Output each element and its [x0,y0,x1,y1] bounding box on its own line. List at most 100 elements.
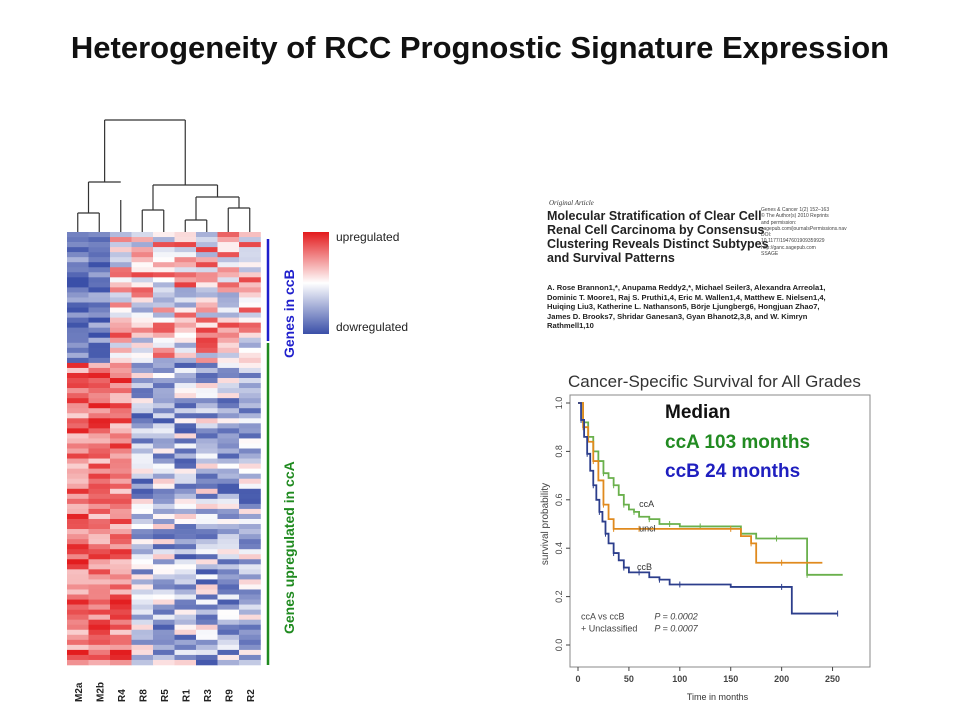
heatmap-cell [88,337,111,344]
heatmap-cell [88,539,111,545]
heatmap-cell [88,579,111,585]
heatmap-cell [239,579,261,585]
heatmap-cell [239,659,261,666]
heatmap-cell [196,639,218,646]
heatmap-cell [131,357,154,364]
heatmap-cell [131,478,154,485]
heatmap-cell [67,277,89,283]
heatmap-cell [110,458,132,464]
heatmap-cell [110,624,132,631]
heatmap-cell [131,584,154,590]
heatmap-cell [110,569,132,575]
heatmap-cell [110,529,132,535]
heatmap-cell [174,428,197,434]
heatmap-cell [196,549,218,555]
series-line-ccB [578,402,838,615]
heatmap-cell [67,478,89,485]
heatmap-cell [67,518,89,525]
heatmap-cell [153,378,175,384]
heatmap-cell [153,312,175,318]
heatmap-cell [196,337,218,344]
heatmap-cell [174,634,197,641]
heatmap-cell [196,327,218,333]
heatmap-cell [131,654,154,661]
heatmap-cell [153,529,175,535]
heatmap-cell [131,524,154,530]
heatmap-cell [217,443,240,449]
heatmap-cell [110,599,132,605]
heatmap-cell [217,529,240,535]
heatmap-cell [196,393,218,399]
x-tick-label: 200 [774,674,789,684]
median-heading: Median [665,402,731,423]
heatmap-cell [239,438,261,444]
heatmap-cell [88,549,111,555]
heatmap-cell [196,272,218,278]
heatmap-cell [217,584,240,590]
heatmap-cell [153,468,175,474]
heatmap-cell [174,252,197,258]
heatmap-cell [239,574,261,580]
heatmap-cell [196,649,218,656]
heatmap-cell [110,508,132,515]
heatmap-cell [88,272,111,278]
heatmap-cell [196,237,218,243]
heatmap-cell [217,503,240,510]
heatmap-cell [196,312,218,318]
median-ccA: ccA 103 months [665,432,811,453]
heatmap-cell [88,614,111,620]
heatmap-cell [110,357,132,364]
survival-chart: Cancer-Specific Survival for All Grades … [540,372,871,702]
heatmap-cell [131,257,154,263]
heatmap-cell [67,282,89,288]
heatmap-cell [196,302,218,308]
heatmap-cell [217,418,240,424]
heatmap-column-label: R2 [246,689,257,702]
heatmap-cell [88,327,111,333]
heatmap-cell [88,383,111,389]
heatmap-cell [239,347,261,354]
heatmap-cell [153,654,175,661]
heatmap-cell [196,262,218,268]
heatmap-cell [217,237,240,243]
heatmap-cell [174,403,197,409]
heatmap-cell [153,393,175,399]
heatmap-cell [67,307,89,313]
heatmap-cell [174,342,197,349]
heatmap-cell [239,292,261,298]
heatmap-cell [88,367,111,374]
heatmap-cell [88,372,111,379]
heatmap-cell [110,498,132,505]
heatmap-cell [153,559,175,565]
heatmap-cell [153,599,175,605]
heatmap-cell [88,413,111,419]
heatmap-cell [131,458,154,464]
heatmap-cell [67,393,89,399]
heatmap-cell [131,564,154,570]
heatmap-cell [174,659,197,666]
heatmap-cell [217,488,240,495]
heatmap-cell [153,614,175,620]
heatmap-cell [131,297,154,303]
heatmap-cell [110,418,132,424]
heatmap-cell [131,398,154,404]
heatmap-cell [131,599,154,605]
x-tick-label: 100 [672,674,687,684]
heatmap-cell [196,347,218,354]
heatmap-cell [239,473,261,480]
heatmap-cell [110,372,132,379]
heatmap-cell [67,378,89,384]
heatmap-cell [110,488,132,495]
heatmap-cell [88,307,111,313]
heatmap-cell [239,524,261,530]
heatmap-cell [196,654,218,661]
heatmap-cell [174,398,197,404]
heatmap-cell [131,604,154,610]
heatmap-cell [217,322,240,328]
heatmap-cell [196,644,218,651]
heatmap-cell [131,247,154,253]
heatmap-cell [131,488,154,495]
heatmap-cell [110,564,132,570]
heatmap-cell [153,418,175,424]
heatmap-cell [174,232,197,238]
